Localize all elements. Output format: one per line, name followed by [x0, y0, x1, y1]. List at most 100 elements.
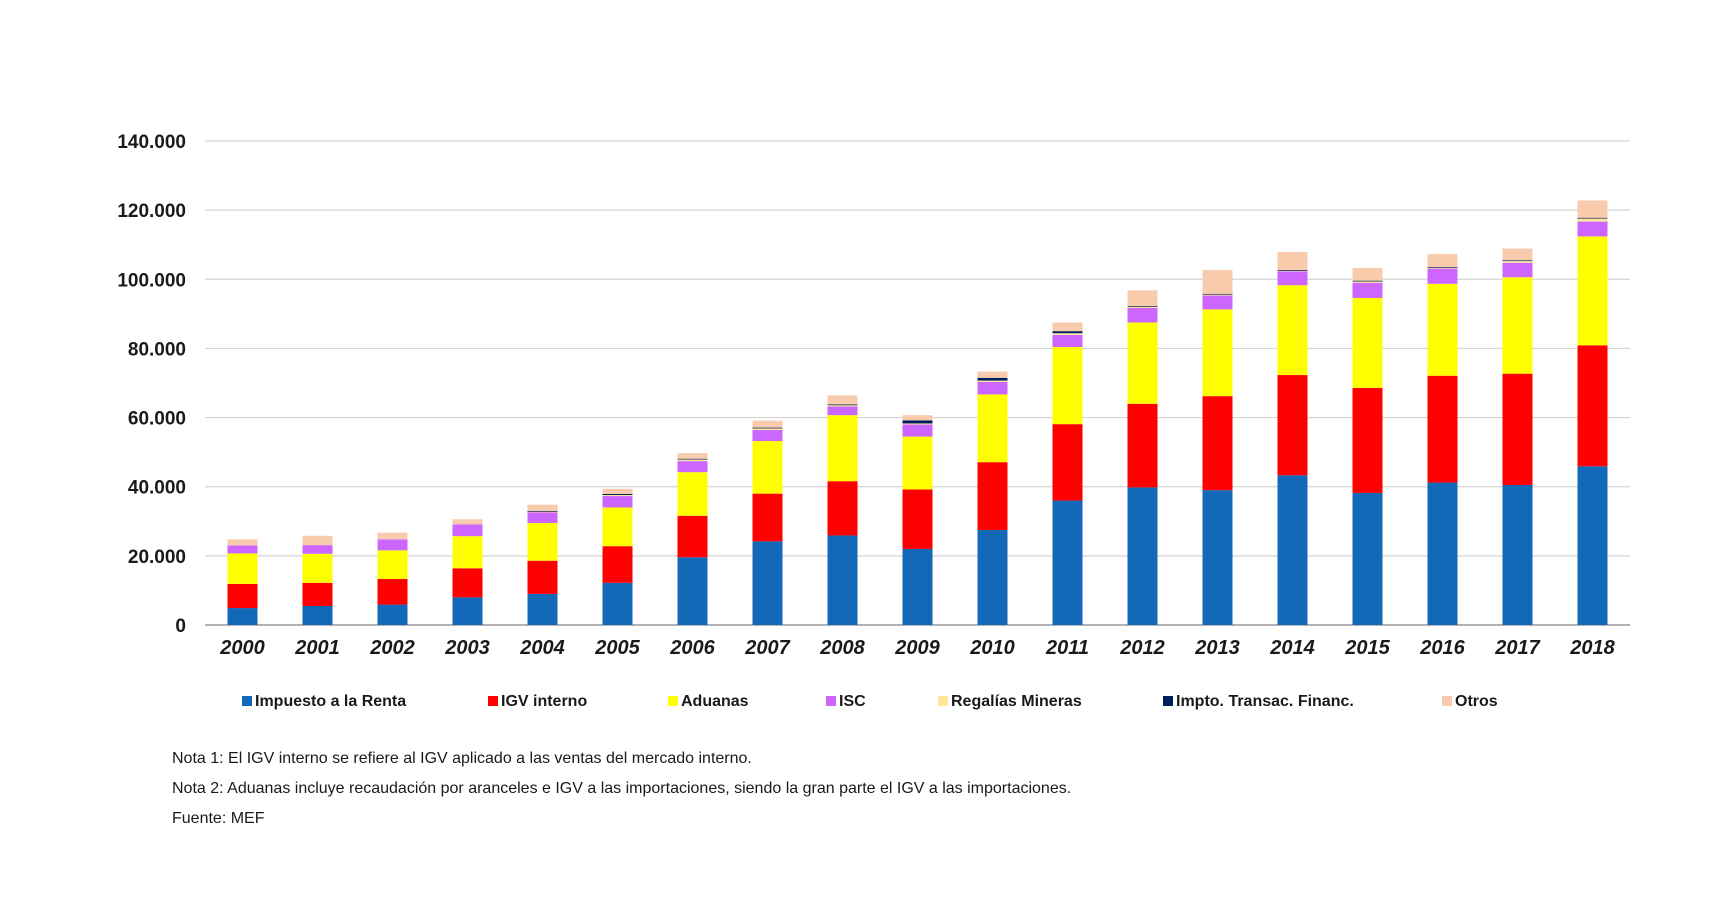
- x-tick-label: 2014: [1269, 637, 1315, 659]
- y-tick-label: 40.000: [128, 478, 186, 499]
- x-tick-label: 2017: [1494, 637, 1540, 659]
- bar-stack-2007: [752, 420, 783, 625]
- bar-segment: [527, 560, 558, 594]
- x-tick-label: 2001: [294, 637, 340, 659]
- x-axis: 2000 2001 2002 2003 2004 2005 2006 2007 2008 2009…: [219, 637, 1615, 659]
- bar-segment: [1277, 375, 1308, 476]
- legend: Impuesto a la Renta IGV interno Aduanas ISC…: [242, 693, 1498, 710]
- legend-entry: Impto. Transac. Financ.: [1163, 693, 1354, 710]
- bar-segment: [977, 381, 1008, 395]
- bar-stack-2002: [377, 532, 408, 625]
- bar-segment: [1352, 492, 1383, 625]
- bar-segment: [752, 428, 783, 431]
- bar-segment: [602, 488, 633, 494]
- bar-segment: [527, 523, 558, 561]
- bar-segment: [1577, 200, 1608, 218]
- bar-segment: [902, 415, 933, 421]
- legend-entry: Otros: [1442, 693, 1498, 710]
- legend-swatch: [826, 696, 836, 706]
- legend-entry: Aduanas: [668, 693, 749, 710]
- bar-stack-2013: [1202, 269, 1233, 625]
- bar-segment: [1202, 293, 1233, 295]
- bar-segment: [227, 539, 258, 546]
- bar-stack-2016: [1427, 254, 1458, 625]
- bar-segment: [1277, 270, 1308, 272]
- y-tick-label: 140.000: [117, 132, 186, 153]
- bar-segment: [1577, 221, 1608, 237]
- legend-entry: IGV interno: [488, 693, 587, 710]
- bar-segment: [752, 430, 783, 442]
- legend-label: Otros: [1455, 693, 1498, 710]
- bar-segment: [302, 545, 333, 554]
- bar-stack-2015: [1352, 267, 1383, 625]
- bar-segment: [1352, 280, 1383, 282]
- bar-segment: [1352, 297, 1383, 388]
- y-axis: 0 20.000 40.000 60.000 80.000 100.000 120.000 1…: [117, 132, 186, 637]
- bar-segment: [602, 507, 633, 547]
- bar-segment: [1502, 260, 1533, 262]
- bar-segment: [977, 371, 1008, 378]
- y-tick-label: 60.000: [128, 409, 186, 430]
- bar-segment: [1502, 373, 1533, 485]
- chart-notes: Nota 1: El IGV interno se refiere al IGV…: [172, 744, 1572, 834]
- bar-segment: [1127, 290, 1158, 306]
- bar-stack-2004: [527, 504, 558, 625]
- bar-segment: [677, 453, 708, 459]
- bar-segment: [827, 404, 858, 406]
- bar-stack-2014: [1277, 251, 1308, 625]
- bar-segment: [977, 377, 1008, 381]
- bar-segment: [902, 424, 933, 437]
- x-tick-label: 2004: [519, 637, 565, 659]
- source-note: Fuente: MEF: [172, 810, 265, 827]
- bar-segment: [1052, 333, 1083, 335]
- bar-segment: [827, 406, 858, 416]
- bar-segment: [977, 462, 1008, 530]
- x-tick-label: 2000: [219, 637, 265, 659]
- bar-segment: [1277, 271, 1308, 286]
- bar-segment: [1052, 322, 1083, 332]
- legend-swatch: [242, 696, 252, 706]
- legend-entry: Impuesto a la Renta: [242, 693, 406, 710]
- bar-segment: [1352, 281, 1383, 283]
- bar-segment: [1127, 305, 1158, 307]
- bar-segment: [602, 496, 633, 508]
- x-tick-label: 2010: [969, 637, 1015, 659]
- bar-segment: [602, 582, 633, 625]
- bar-segment: [1277, 251, 1308, 270]
- bar-segment: [902, 420, 933, 424]
- legend-swatch: [938, 696, 948, 706]
- legend-label: Impto. Transac. Financ.: [1176, 693, 1354, 710]
- bar-stack-2010: [977, 371, 1008, 625]
- bar-segment: [1352, 282, 1383, 298]
- bar-segment: [1427, 267, 1458, 268]
- bar-segment: [227, 545, 258, 554]
- bar-segment: [1202, 295, 1233, 310]
- bar-segment: [677, 515, 708, 558]
- bar-segment: [302, 535, 333, 546]
- bar-segment: [1502, 260, 1533, 263]
- bar-segment: [1052, 334, 1083, 348]
- x-tick-label: 2012: [1119, 637, 1165, 659]
- bar-segment: [452, 536, 483, 569]
- bar-stack-2017: [1502, 248, 1533, 625]
- bar-segment: [752, 420, 783, 428]
- bar-segment: [677, 461, 708, 473]
- x-tick-label: 2008: [819, 637, 865, 659]
- legend-label: Aduanas: [681, 693, 749, 710]
- bar-stack-2000: [227, 539, 258, 625]
- bar-segment: [1427, 375, 1458, 483]
- bar-segment: [452, 568, 483, 598]
- bar-segment: [677, 472, 708, 516]
- legend-label: IGV interno: [501, 693, 587, 710]
- bar-segment: [527, 510, 558, 512]
- bar-segment: [677, 458, 708, 460]
- bar-segment: [1052, 347, 1083, 425]
- bar-segment: [602, 493, 633, 496]
- bar-segment: [1127, 306, 1158, 308]
- y-tick-label: 100.000: [117, 270, 186, 291]
- gridlines: [205, 140, 1630, 626]
- bar-segment: [1127, 403, 1158, 488]
- bar-segment: [1202, 396, 1233, 491]
- bar-segment: [1577, 236, 1608, 346]
